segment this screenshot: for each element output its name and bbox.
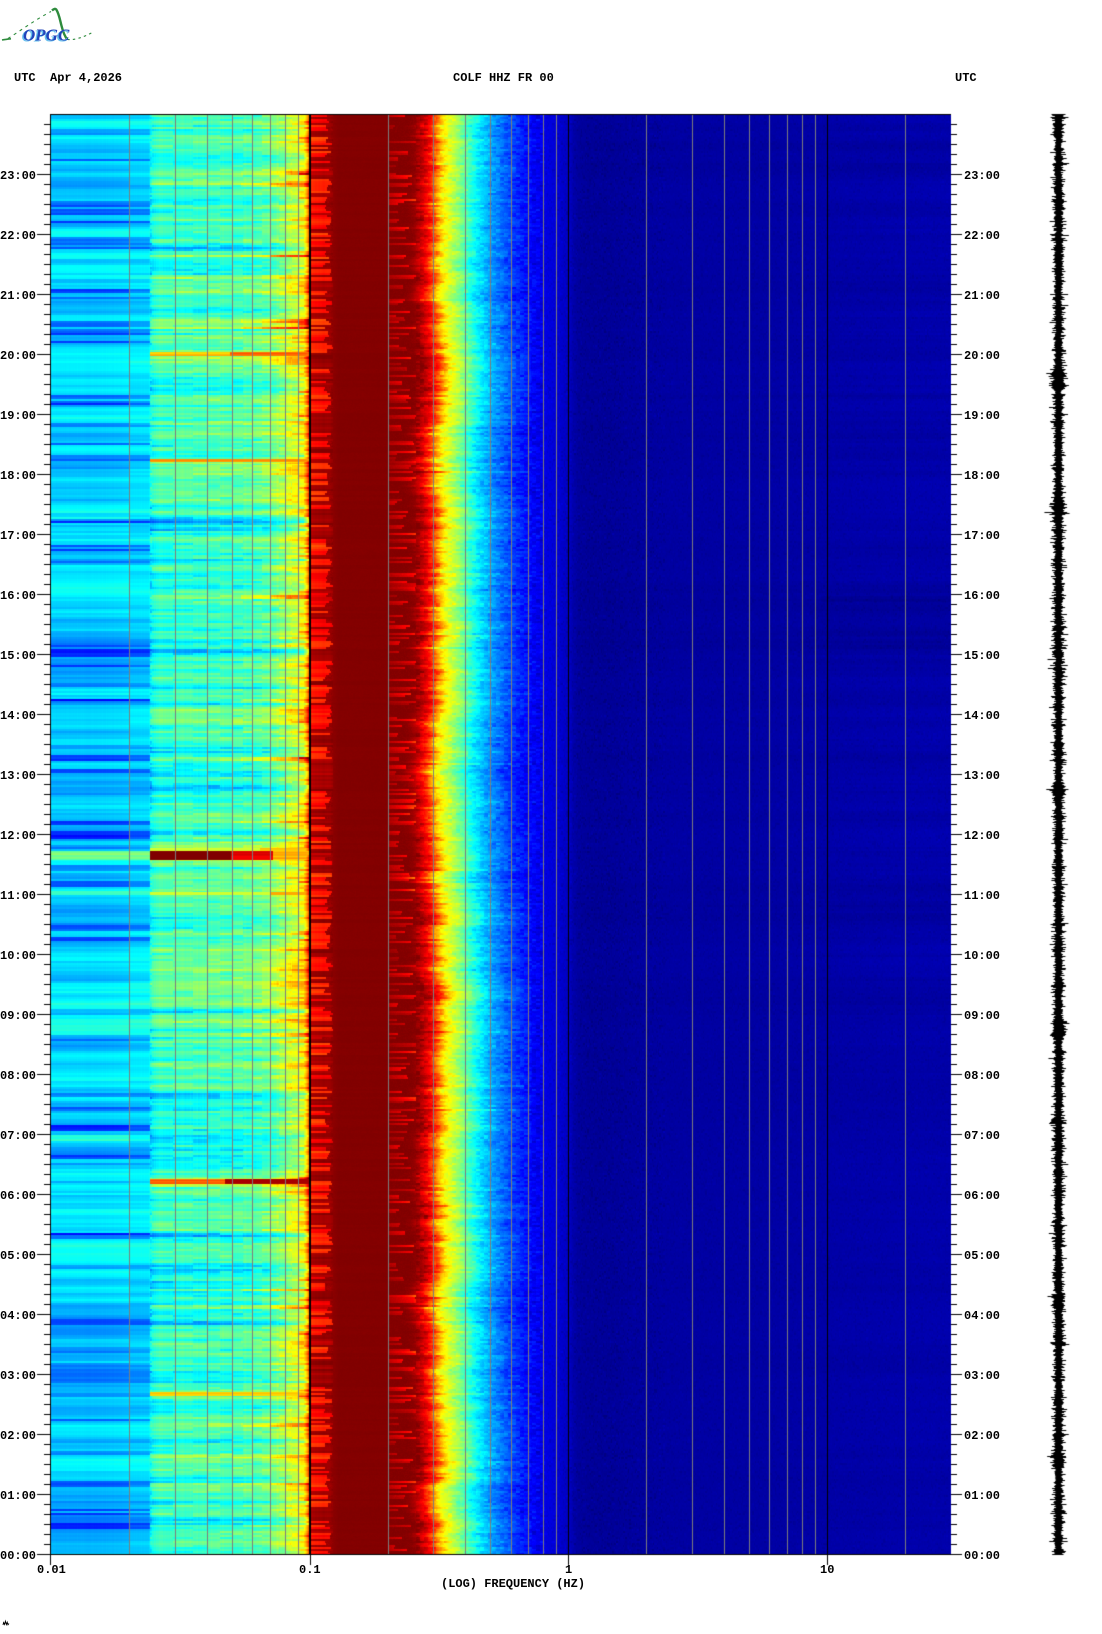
svg-text:OPGC: OPGC xyxy=(23,26,70,45)
svg-text:OPGC: OPGC xyxy=(22,27,69,46)
